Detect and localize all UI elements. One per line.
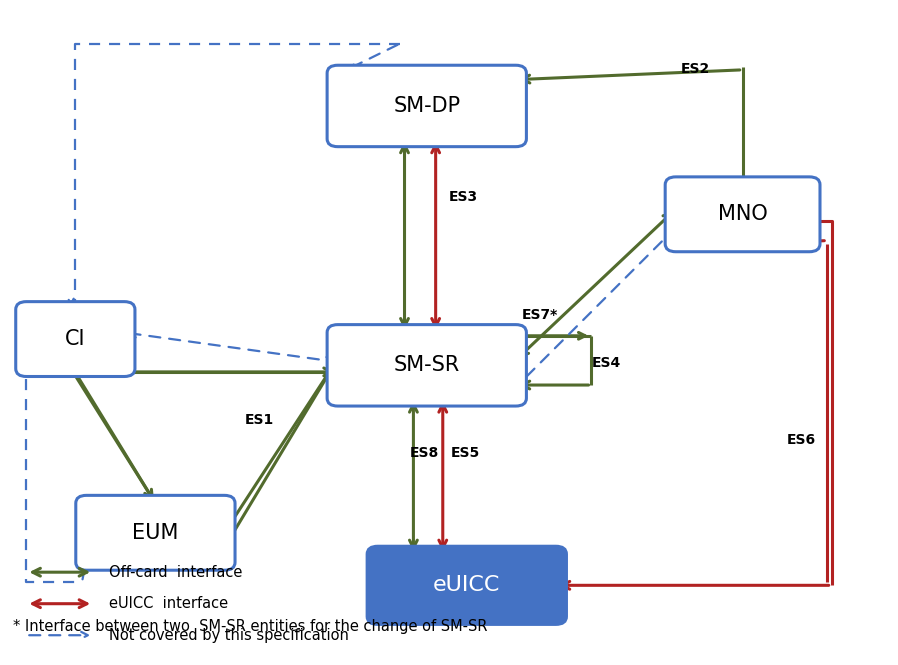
Text: ES6: ES6 (787, 433, 816, 447)
Text: ES4: ES4 (592, 356, 621, 370)
FancyBboxPatch shape (367, 546, 567, 624)
Text: MNO: MNO (718, 204, 768, 224)
Text: ES7*: ES7* (522, 309, 559, 323)
FancyBboxPatch shape (327, 65, 526, 147)
Text: ES1: ES1 (244, 414, 274, 428)
Text: EUM: EUM (132, 523, 179, 543)
Text: eUICC  interface: eUICC interface (110, 597, 228, 611)
Text: Off-card  interface: Off-card interface (110, 565, 242, 580)
Text: ES8: ES8 (409, 446, 439, 460)
Text: ES3: ES3 (449, 190, 478, 204)
Text: * Interface between two  SM-SR entities for the change of SM-SR: * Interface between two SM-SR entities f… (13, 619, 488, 634)
Text: eUICC: eUICC (433, 575, 500, 595)
Text: SM-SR: SM-SR (393, 355, 460, 375)
FancyBboxPatch shape (16, 302, 135, 376)
FancyBboxPatch shape (327, 325, 526, 406)
Text: ES5: ES5 (451, 446, 480, 460)
FancyBboxPatch shape (75, 495, 235, 570)
FancyBboxPatch shape (665, 177, 820, 252)
Text: ES2: ES2 (681, 62, 709, 76)
Text: SM-DP: SM-DP (393, 96, 461, 116)
Text: CI: CI (65, 329, 85, 349)
Text: Not covered by this specification: Not covered by this specification (110, 628, 349, 643)
